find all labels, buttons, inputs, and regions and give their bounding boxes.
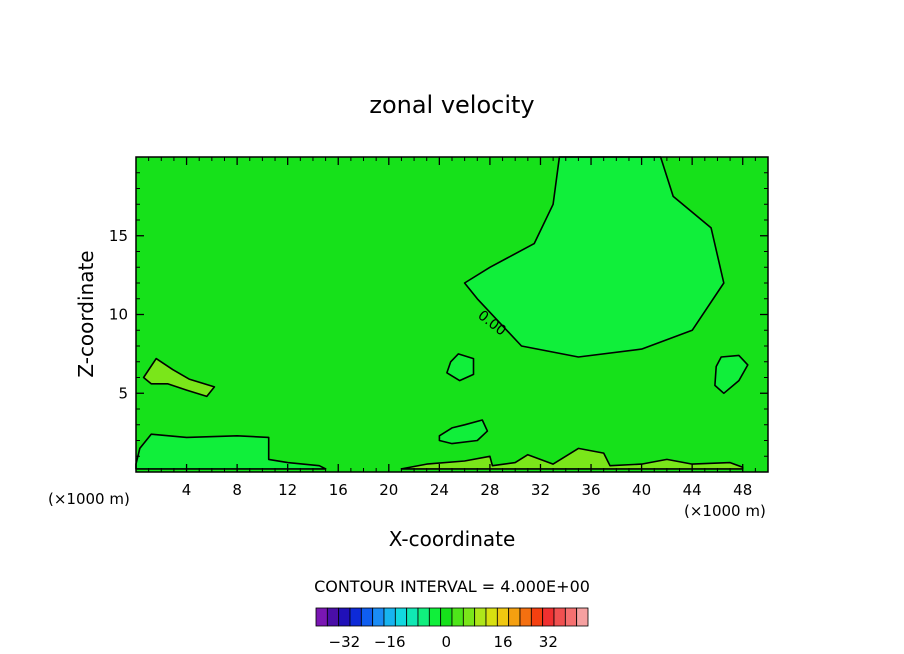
- x-units-left: (×1000 m): [48, 490, 130, 508]
- colorbar-swatch: [326, 607, 340, 627]
- y-tick-label: 15: [109, 227, 128, 245]
- contour-regions: [135, 156, 749, 470]
- x-tick-label: 8: [232, 481, 242, 499]
- x-axis-label: X-coordinate: [389, 527, 516, 551]
- y-axis-label: Z-coordinate: [74, 250, 98, 377]
- colorbar-swatch: [542, 607, 555, 627]
- colorbar-swatch: [406, 607, 419, 627]
- contour-region-upper-right-negative-core: [463, 156, 725, 358]
- x-tick-label: 20: [379, 481, 398, 499]
- colorbar-swatch: [496, 607, 510, 627]
- x-axis-ticks: 4 8 12 16 20 24 28 32 36 40 44 48: [148, 157, 756, 499]
- colorbar-swatch: [519, 607, 532, 627]
- x-tick-label: 4: [182, 481, 192, 499]
- colorbar-swatch: [428, 607, 442, 627]
- colorbar: [315, 607, 589, 627]
- colorbar-swatch: [360, 607, 374, 627]
- x-tick-label: 12: [278, 481, 297, 499]
- colorbar-swatch: [440, 607, 453, 627]
- x-tick-label: 36: [581, 481, 600, 499]
- colorbar-tick-label: 32: [539, 633, 558, 651]
- colorbar-ticks: −32 −16 0 16 32: [329, 633, 558, 651]
- colorbar-swatch: [474, 607, 487, 627]
- contour-region-bottom-left-region: [135, 433, 327, 470]
- colorbar-swatch: [383, 607, 396, 627]
- colorbar-tick-label: −32: [329, 633, 361, 651]
- x-tick-label: 48: [733, 481, 752, 499]
- colorbar-swatch: [508, 607, 521, 627]
- colorbar-swatch: [485, 607, 498, 627]
- contour-region-left-positive-patch: [142, 357, 216, 398]
- x-tick-label: 44: [683, 481, 702, 499]
- contour-region-bottom-positive-strip: [400, 447, 744, 470]
- x-tick-label: 28: [480, 481, 499, 499]
- colorbar-swatch: [417, 607, 430, 627]
- colorbar-swatch: [372, 607, 385, 627]
- y-axis-ticks: 5 10 15: [109, 172, 768, 457]
- contour-region-mid-low-region: [438, 419, 489, 445]
- y-tick-label: 5: [118, 384, 128, 402]
- y-tick-label: 10: [109, 306, 128, 324]
- x-tick-label: 16: [329, 481, 348, 499]
- colorbar-swatch: [315, 607, 328, 627]
- contour-interval-text: CONTOUR INTERVAL = 4.000E+00: [314, 577, 590, 596]
- chart-title: zonal velocity: [369, 91, 534, 119]
- colorbar-swatch: [451, 607, 464, 627]
- x-tick-label: 32: [531, 481, 550, 499]
- contour-region-right-small-region: [714, 354, 749, 395]
- colorbar-swatch: [338, 607, 351, 627]
- colorbar-swatch: [394, 607, 408, 627]
- colorbar-swatch: [564, 607, 578, 627]
- colorbar-tick-label: 0: [442, 633, 452, 651]
- colorbar-swatch: [462, 607, 476, 627]
- colorbar-swatch: [576, 607, 589, 627]
- x-tick-label: 40: [632, 481, 651, 499]
- x-tick-label: 24: [430, 481, 449, 499]
- x-units-right: (×1000 m): [684, 502, 766, 520]
- colorbar-swatch: [349, 607, 362, 627]
- colorbar-tick-label: 16: [493, 633, 512, 651]
- contour-region-mid-small-region: [446, 353, 475, 382]
- colorbar-swatch: [553, 607, 566, 627]
- colorbar-tick-label: −16: [374, 633, 406, 651]
- colorbar-swatch: [530, 607, 544, 627]
